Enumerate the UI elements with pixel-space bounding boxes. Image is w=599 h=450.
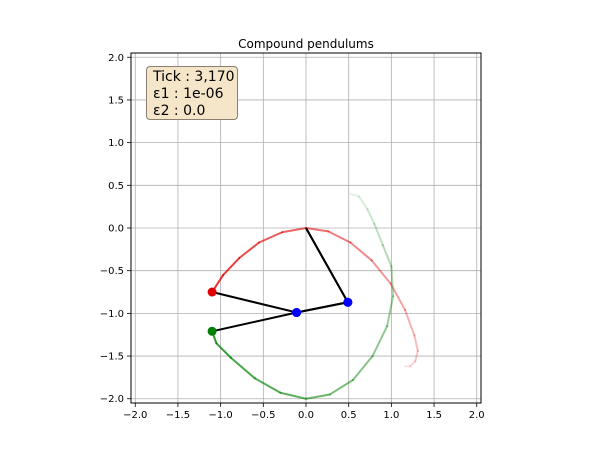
x-tick-label: −0.5	[251, 410, 275, 421]
trail-segment	[229, 356, 256, 380]
y-tick-label: −2.0	[100, 394, 124, 405]
trail-segment	[366, 208, 376, 225]
trail-segment	[390, 265, 395, 298]
trail-segment	[386, 295, 395, 328]
trail-segment	[305, 227, 330, 233]
trail-segment	[253, 377, 282, 394]
x-tick-label: 2.0	[469, 410, 485, 421]
joint-bob	[343, 297, 353, 307]
y-tick-label: −0.5	[100, 266, 124, 277]
info-box: Tick : 3,170 ε1 : 1e-06 ε2 : 0.0	[146, 66, 238, 120]
trail-segment	[279, 391, 307, 400]
trail-segment	[281, 227, 307, 234]
epsilon1-readout: ε1 : 1e-06	[153, 86, 224, 102]
trail-segment	[258, 231, 284, 244]
x-tick-label: 0.0	[298, 410, 314, 421]
trail-segment	[349, 241, 373, 262]
pendulum-bobs	[207, 287, 353, 336]
trail-segment	[381, 244, 393, 268]
tick-readout: Tick : 3,170	[153, 69, 235, 85]
trail-segment	[215, 342, 232, 359]
trail-segment	[357, 195, 369, 211]
x-tick-label: −1.0	[208, 410, 232, 421]
trail-segment	[222, 256, 241, 276]
trail-segment	[373, 222, 384, 247]
trail-segment	[328, 378, 354, 396]
y-tick-label: −1.5	[100, 352, 124, 363]
x-tick-label: 1.0	[383, 410, 399, 421]
y-tick-label: 2.0	[108, 53, 124, 64]
trails	[211, 192, 419, 400]
trail-segment	[327, 230, 352, 244]
trail-segment	[404, 308, 416, 337]
joint-bob	[292, 308, 302, 318]
end-bob	[207, 287, 217, 297]
end-bob	[207, 326, 217, 336]
trail-segment	[238, 241, 261, 259]
trail-segment	[305, 393, 331, 400]
pendulum-rods	[211, 227, 350, 333]
x-tick-label: −2.0	[123, 410, 147, 421]
y-tick-label: 0.5	[108, 181, 124, 192]
trail-segment	[371, 325, 389, 358]
trail-segment	[409, 360, 417, 368]
y-tick-label: 1.5	[108, 95, 124, 106]
trail-segment	[351, 355, 374, 381]
x-tick-label: −1.5	[166, 410, 190, 421]
trail-segment	[370, 259, 392, 285]
x-tick-label: 1.5	[426, 410, 442, 421]
trail-segment	[413, 334, 419, 352]
axis-ticks: −2.0 −1.5 −1.0 −0.5 0.0 0.5 1.0 1.5 2.0 2.0 1.5 1.0…	[100, 53, 485, 421]
y-tick-label: 1.0	[108, 138, 124, 149]
chart-title: Compound pendulums	[238, 37, 374, 51]
y-tick-label: 0.0	[108, 224, 124, 235]
pendulum-rod	[211, 227, 350, 333]
y-tick-label: −1.0	[100, 309, 124, 320]
trail-segment	[414, 349, 419, 363]
trail-segment	[389, 282, 407, 311]
epsilon2-readout: ε2 : 0.0	[153, 103, 206, 119]
trail-segment	[349, 192, 360, 198]
x-tick-label: 0.5	[341, 410, 357, 421]
